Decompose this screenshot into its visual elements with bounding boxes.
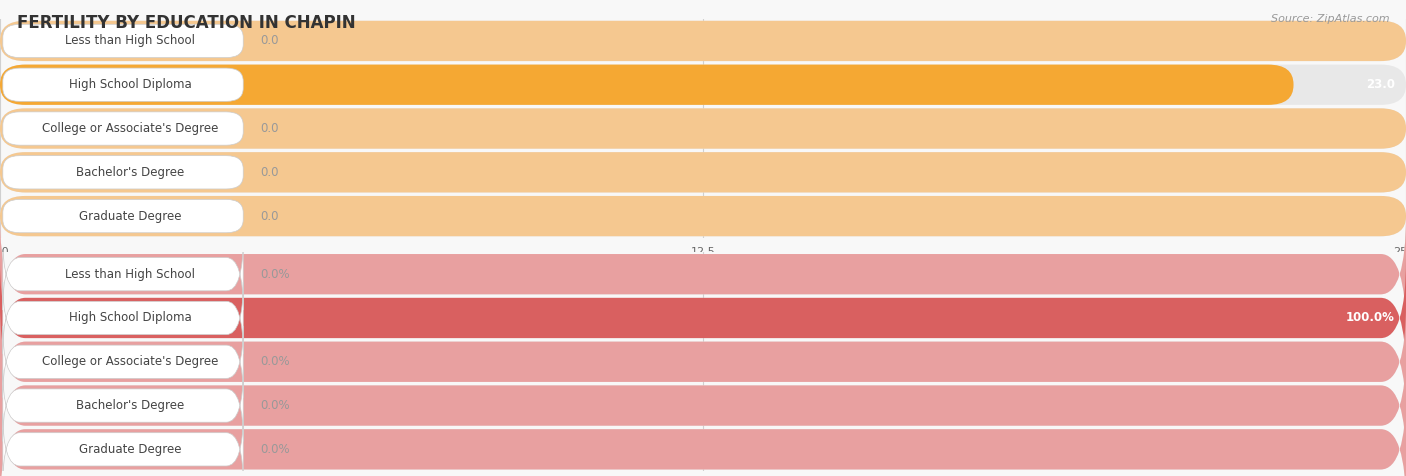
FancyBboxPatch shape <box>3 199 243 233</box>
Text: Graduate Degree: Graduate Degree <box>79 209 181 223</box>
FancyBboxPatch shape <box>3 156 243 189</box>
FancyBboxPatch shape <box>3 238 243 310</box>
Text: 0.0%: 0.0% <box>260 443 290 456</box>
FancyBboxPatch shape <box>0 391 1406 476</box>
FancyBboxPatch shape <box>0 196 1406 236</box>
Text: Bachelor's Degree: Bachelor's Degree <box>76 399 184 412</box>
FancyBboxPatch shape <box>0 21 1406 61</box>
FancyBboxPatch shape <box>3 326 243 397</box>
FancyBboxPatch shape <box>3 414 243 476</box>
FancyBboxPatch shape <box>0 216 1406 333</box>
FancyBboxPatch shape <box>0 152 1406 192</box>
FancyBboxPatch shape <box>0 259 1406 377</box>
FancyBboxPatch shape <box>3 112 243 145</box>
FancyBboxPatch shape <box>0 65 1406 105</box>
Text: Graduate Degree: Graduate Degree <box>79 443 181 456</box>
FancyBboxPatch shape <box>0 109 1406 149</box>
FancyBboxPatch shape <box>0 391 1406 476</box>
Text: Source: ZipAtlas.com: Source: ZipAtlas.com <box>1271 14 1389 24</box>
Text: 0.0: 0.0 <box>260 122 278 135</box>
FancyBboxPatch shape <box>0 65 1294 105</box>
Text: 0.0%: 0.0% <box>260 355 290 368</box>
Text: 0.0: 0.0 <box>260 34 278 48</box>
FancyBboxPatch shape <box>0 216 1406 333</box>
Text: College or Associate's Degree: College or Associate's Degree <box>42 122 218 135</box>
FancyBboxPatch shape <box>3 24 243 58</box>
FancyBboxPatch shape <box>0 259 1406 377</box>
FancyBboxPatch shape <box>0 303 1406 420</box>
FancyBboxPatch shape <box>0 109 1406 149</box>
Text: High School Diploma: High School Diploma <box>69 311 191 325</box>
Text: 0.0: 0.0 <box>260 166 278 179</box>
Text: 100.0%: 100.0% <box>1346 311 1395 325</box>
FancyBboxPatch shape <box>0 347 1406 464</box>
FancyBboxPatch shape <box>0 347 1406 464</box>
FancyBboxPatch shape <box>0 303 1406 420</box>
Text: College or Associate's Degree: College or Associate's Degree <box>42 355 218 368</box>
FancyBboxPatch shape <box>0 196 1406 236</box>
FancyBboxPatch shape <box>0 152 1406 192</box>
FancyBboxPatch shape <box>3 370 243 441</box>
FancyBboxPatch shape <box>3 282 243 354</box>
Text: 23.0: 23.0 <box>1365 78 1395 91</box>
Text: 0.0%: 0.0% <box>260 268 290 281</box>
Text: Bachelor's Degree: Bachelor's Degree <box>76 166 184 179</box>
Text: High School Diploma: High School Diploma <box>69 78 191 91</box>
Text: Less than High School: Less than High School <box>66 268 195 281</box>
Text: 0.0%: 0.0% <box>260 399 290 412</box>
Text: Less than High School: Less than High School <box>66 34 195 48</box>
FancyBboxPatch shape <box>0 21 1406 61</box>
Text: 0.0: 0.0 <box>260 209 278 223</box>
FancyBboxPatch shape <box>3 68 243 101</box>
Text: FERTILITY BY EDUCATION IN CHAPIN: FERTILITY BY EDUCATION IN CHAPIN <box>17 14 356 32</box>
